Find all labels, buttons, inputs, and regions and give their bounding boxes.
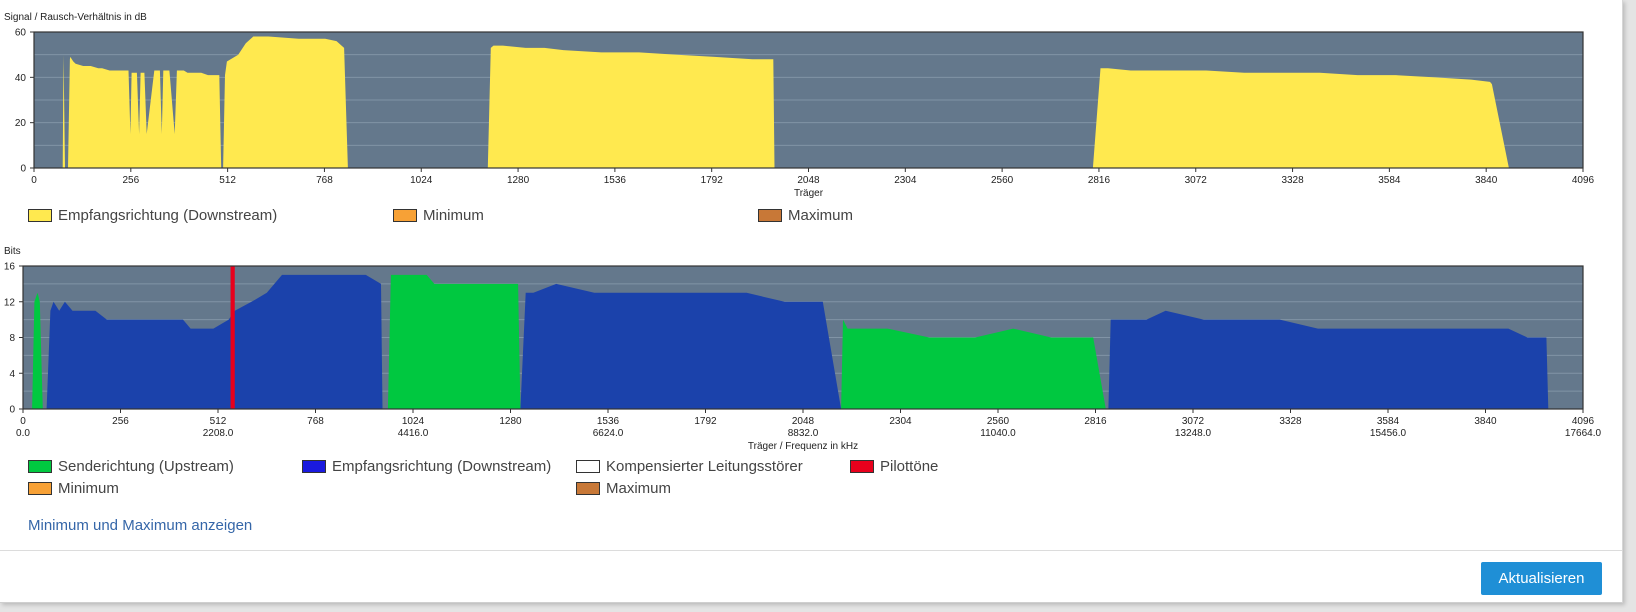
frequency-tick-label: 15456.0: [1370, 428, 1407, 439]
frequency-tick-label: 13248.0: [1175, 428, 1212, 439]
x-tick-label: 1280: [507, 175, 530, 186]
x-tick-label: 2304: [889, 416, 912, 427]
series-area-1: [34, 36, 1583, 168]
x-tick-label: 256: [112, 416, 129, 427]
x-tick-label: 3840: [1475, 175, 1498, 186]
frequency-tick-label: 0.0: [16, 428, 30, 439]
x-tick-label: 512: [210, 416, 227, 427]
x-tick-label: 2816: [1084, 416, 1107, 427]
snr-chart: 0 20 40 60 0 256 512 768 1024 1280 1536 1792 2048 230…: [15, 28, 1595, 200]
dsl-spectrum-panel: Signal / Rausch-Verhältnis in dB 0 20 40 60…: [0, 0, 1623, 603]
y-tick-label: 16: [4, 262, 16, 273]
legend-swatch-maximum: [576, 482, 600, 495]
frequency-tick-label: 2208.0: [203, 428, 234, 439]
frequency-tick-label: 6624.0: [593, 428, 624, 439]
legend-bits-minimum: Minimum: [28, 480, 119, 497]
y-tick-label: 20: [15, 118, 27, 129]
x-tick-label: 3072: [1185, 175, 1208, 186]
frequency-tick-label: 17664.0: [1565, 428, 1602, 439]
y-tick-label: 8: [9, 333, 15, 344]
x-tick-label: 768: [307, 416, 324, 427]
footer-divider: [0, 550, 1622, 551]
legend-swatch-maximum: [758, 209, 782, 222]
y-tick-label: 0: [20, 164, 26, 175]
x-tick-label: 3584: [1377, 416, 1400, 427]
show-min-max-link[interactable]: Minimum und Maximum anzeigen: [28, 517, 253, 534]
legend-label: Minimum: [58, 480, 119, 497]
legend-bits-pilot: Pilottöne: [850, 458, 938, 475]
legend-swatch-minimum: [393, 209, 417, 222]
x-tick-label: 2560: [991, 175, 1014, 186]
snr-y-axis-label: Signal / Rausch-Verhältnis in dB: [4, 12, 147, 23]
legend-label: Minimum: [423, 207, 484, 224]
x-tick-label: 1280: [499, 416, 522, 427]
x-tick-label: 2560: [987, 416, 1010, 427]
legend-bits-downstream: Empfangsrichtung (Downstream): [302, 458, 551, 475]
series-area-2: [46, 274, 1584, 409]
y-tick-label: 40: [15, 73, 27, 84]
x-axis-label: Träger / Frequenz in kHz: [748, 441, 858, 452]
legend-swatch-compensated: [576, 460, 600, 473]
x-tick-label: 3584: [1378, 175, 1401, 186]
y-tick-label: 4: [9, 369, 15, 380]
x-tick-label: 0: [31, 175, 37, 186]
bits-chart: 0 4 8 12 16 0 256 512 768 1024 1280 1536 1792 2048 230…: [4, 262, 1602, 453]
legend-swatch-pilot: [850, 460, 874, 473]
x-tick-label: 512: [219, 175, 236, 186]
bits-y-axis-label: Bits: [4, 246, 21, 257]
legend-label: Pilottöne: [880, 458, 939, 475]
x-tick-label: 1536: [597, 416, 620, 427]
x-tick-label: 3840: [1474, 416, 1497, 427]
y-tick-label: 0: [9, 405, 15, 416]
legend-label: Empfangsrichtung (Downstream): [58, 207, 278, 224]
x-tick-label: 2304: [894, 175, 917, 186]
x-axis-label: Träger: [794, 188, 824, 199]
x-tick-label: 1024: [402, 416, 425, 427]
scrollbar-track[interactable]: [1622, 0, 1636, 612]
legend-label: Kompensierter Leitungsstörer: [606, 458, 803, 475]
legend-bits-maximum: Maximum: [576, 480, 671, 497]
legend-bits-compensated: Kompensierter Leitungsstörer: [576, 458, 803, 475]
legend-swatch-downstream: [302, 460, 326, 473]
legend-swatch-upstream: [28, 460, 52, 473]
y-tick-label: 12: [4, 297, 16, 308]
legend-bits-upstream: Senderichtung (Upstream): [28, 458, 234, 475]
legend-snr-maximum: Maximum: [758, 207, 853, 224]
x-tick-label: 1792: [701, 175, 724, 186]
frequency-tick-label: 8832.0: [788, 428, 819, 439]
x-tick-label: 4096: [1572, 175, 1595, 186]
refresh-button[interactable]: Aktualisieren: [1481, 562, 1602, 595]
series-area-1: [32, 274, 1109, 409]
x-tick-label: 768: [316, 175, 333, 186]
x-tick-label: 4096: [1572, 416, 1595, 427]
x-tick-label: 3328: [1281, 175, 1304, 186]
series-pilot-tone: [230, 266, 235, 409]
legend-label: Empfangsrichtung (Downstream): [332, 458, 552, 475]
x-tick-label: 0: [20, 416, 26, 427]
legend-label: Senderichtung (Upstream): [58, 458, 234, 475]
legend-label: Maximum: [606, 480, 672, 497]
legend-swatch-downstream: [28, 209, 52, 222]
x-tick-label: 2048: [797, 175, 820, 186]
x-tick-label: 1792: [694, 416, 717, 427]
legend-snr-minimum: Minimum: [393, 207, 484, 224]
x-tick-label: 3328: [1279, 416, 1302, 427]
x-tick-label: 256: [122, 175, 139, 186]
x-tick-label: 2048: [792, 416, 815, 427]
x-tick-label: 1536: [604, 175, 627, 186]
frequency-tick-label: 11040.0: [980, 428, 1016, 439]
x-tick-label: 3072: [1182, 416, 1205, 427]
frequency-tick-label: 4416.0: [398, 428, 429, 439]
y-tick-label: 60: [15, 28, 27, 39]
legend-swatch-minimum: [28, 482, 52, 495]
legend-label: Maximum: [788, 207, 854, 224]
x-tick-label: 1024: [410, 175, 433, 186]
legend-snr-downstream: Empfangsrichtung (Downstream): [28, 207, 277, 224]
x-tick-label: 2816: [1088, 175, 1111, 186]
